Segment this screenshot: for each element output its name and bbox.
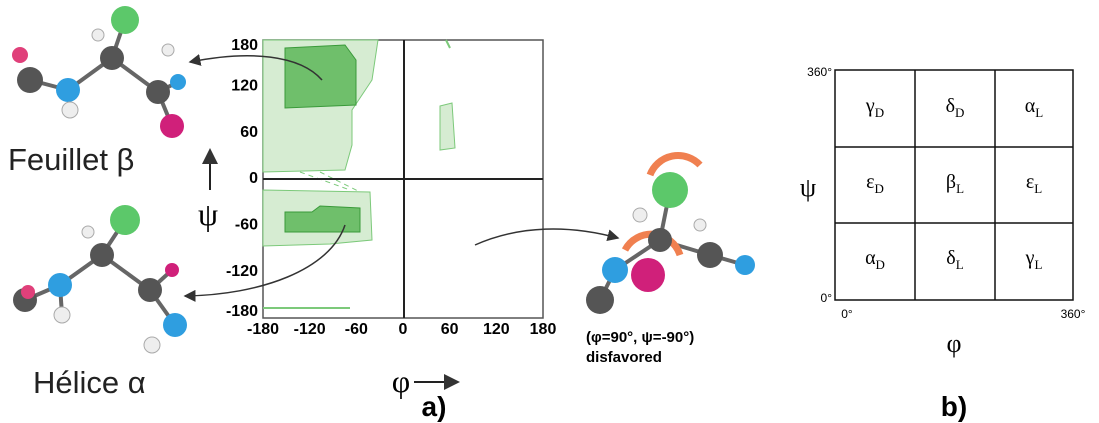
- annotation-note: disfavored: [586, 349, 662, 366]
- cell-label: δL: [946, 247, 963, 272]
- phi-min-label: 0°: [841, 307, 853, 321]
- cell-subscript: D: [955, 105, 964, 120]
- cell-symbol: δ: [946, 95, 955, 117]
- cell-symbol: β: [946, 171, 956, 193]
- panel-b-label: b): [941, 391, 967, 422]
- alpha-helix-label: Hélice α: [33, 365, 146, 400]
- phi-label-b: φ: [946, 329, 961, 358]
- cell-label: εD: [866, 171, 884, 196]
- y-tick-label: 120: [231, 78, 258, 95]
- x-tick-label: 120: [483, 321, 510, 338]
- beta-sheet-label: Feuillet β: [8, 142, 134, 177]
- left-handed-region: [440, 103, 455, 150]
- psi-min-label: 0°: [821, 291, 833, 305]
- x-tick-label: -60: [345, 321, 368, 338]
- psi-max-label: 360°: [807, 65, 832, 79]
- psi-axis-label: ψ: [198, 196, 218, 232]
- phi-max-label: 360°: [1061, 307, 1086, 321]
- x-tick-label: 0: [399, 321, 408, 338]
- annotation-angles: (φ=90°, ψ=-90°): [586, 329, 694, 346]
- cell-subscript: L: [1035, 105, 1043, 120]
- cell-label: γL: [1025, 247, 1043, 272]
- cell-label: αL: [1025, 95, 1043, 120]
- psi-label-b: ψ: [800, 173, 816, 202]
- cell-subscript: D: [875, 105, 884, 120]
- cell-subscript: L: [1034, 257, 1042, 272]
- cell-subscript: D: [876, 257, 885, 272]
- cell-symbol: γ: [865, 95, 875, 117]
- cell-symbol: α: [1025, 95, 1036, 117]
- x-tick-label: -180: [247, 321, 279, 338]
- y-tick-label: -60: [235, 217, 258, 234]
- cell-subscript: D: [875, 181, 884, 196]
- cell-symbol: δ: [946, 247, 955, 269]
- cell-subscript: L: [956, 257, 964, 272]
- cell-label: εL: [1026, 171, 1042, 196]
- cell-symbol: α: [865, 247, 876, 269]
- y-tick-label: 180: [231, 37, 258, 54]
- y-tick-label: 60: [240, 124, 258, 141]
- cell-symbol: ε: [866, 171, 874, 193]
- phi-axis-label: φ: [392, 363, 410, 399]
- alpha-molecule: [13, 205, 187, 353]
- y-tick-label: -120: [226, 263, 258, 280]
- cell-symbol: γ: [1025, 247, 1035, 269]
- beta-core: [285, 45, 356, 108]
- cell-label: αD: [865, 247, 885, 272]
- disfavored-molecule: [586, 156, 755, 314]
- panel-a-label: a): [422, 391, 447, 422]
- cell-subscript: L: [1034, 181, 1042, 196]
- cell-label: γD: [865, 95, 884, 120]
- x-tick-label: 180: [530, 321, 557, 338]
- cell-subscript: L: [956, 181, 964, 196]
- y-tick-label: 0: [249, 170, 258, 187]
- beta-molecule: [12, 6, 186, 138]
- cell-label: δD: [946, 95, 965, 120]
- x-tick-label: 60: [441, 321, 459, 338]
- x-tick-label: -120: [294, 321, 326, 338]
- page: 180120600-60-120-180-180-120-60060120180…: [0, 0, 1099, 423]
- y-tick-label: -180: [226, 303, 258, 320]
- ramachandran-plot: 180 120 60 0 -60 -120 -180-180 -120 -60 0 60 120 180: [226, 37, 556, 338]
- cell-symbol: ε: [1026, 171, 1034, 193]
- cell-label: βL: [946, 171, 964, 196]
